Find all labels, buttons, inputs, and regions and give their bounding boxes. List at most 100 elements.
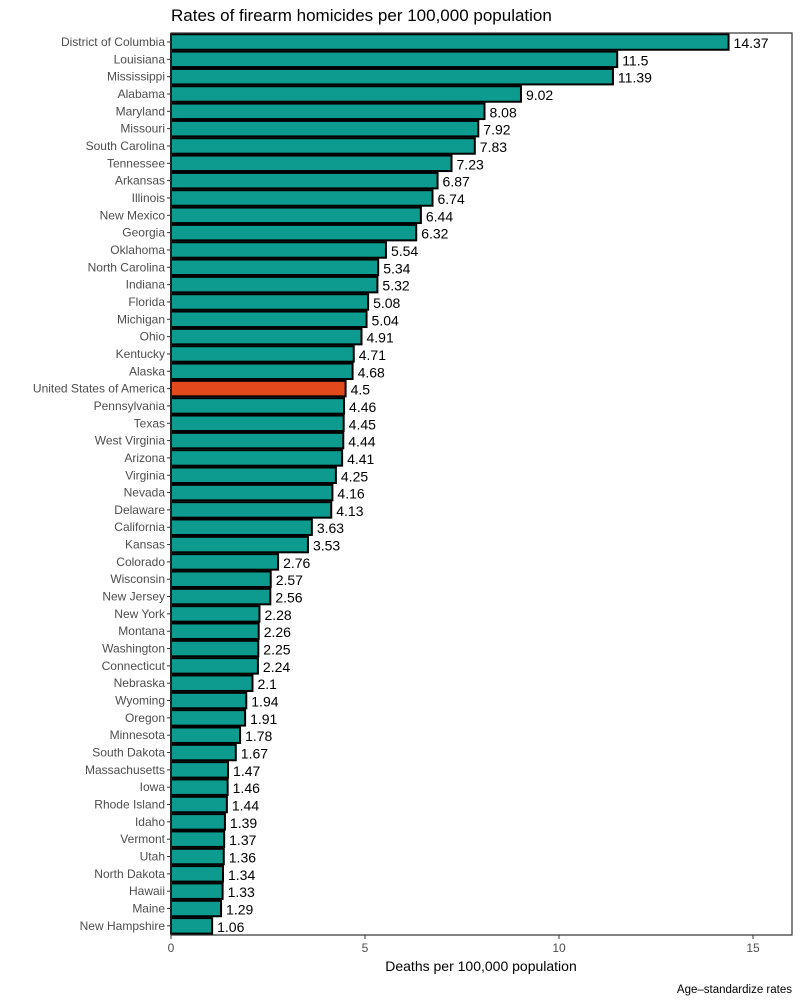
data-label: 4.41 <box>347 451 374 467</box>
data-label: 2.57 <box>276 572 303 588</box>
data-label: 9.02 <box>526 87 553 103</box>
data-label: 4.68 <box>358 364 385 380</box>
y-tick-label: Maryland <box>116 104 165 118</box>
y-tick-label: Kentucky <box>116 347 165 361</box>
data-label: 4.46 <box>349 399 376 415</box>
y-tick-label: Arizona <box>124 451 165 465</box>
bar <box>170 345 355 363</box>
bar <box>170 171 439 190</box>
bar <box>170 67 614 86</box>
data-label: 7.92 <box>483 122 510 138</box>
data-label: 1.46 <box>233 780 260 796</box>
y-tick-label: North Dakota <box>94 867 165 881</box>
bar <box>170 743 237 762</box>
y-tick-label: Nevada <box>124 486 166 500</box>
y-tick-label: New Jersey <box>102 590 165 604</box>
x-tick-label: 0 <box>168 941 175 955</box>
data-label: 4.71 <box>359 347 386 363</box>
bar <box>170 709 247 727</box>
data-label: 1.37 <box>229 832 256 848</box>
data-label: 1.91 <box>250 711 277 727</box>
data-label: 2.26 <box>264 624 291 640</box>
bar <box>170 813 226 831</box>
y-tick-label: Minnesota <box>110 728 166 742</box>
y-tick-label: California <box>114 520 165 534</box>
bar <box>170 206 422 225</box>
bar <box>170 85 522 103</box>
bar <box>170 397 346 415</box>
data-label: 14.37 <box>734 35 769 51</box>
bar <box>170 501 333 519</box>
data-label: 1.29 <box>226 902 253 918</box>
bar <box>170 761 230 779</box>
bar <box>170 119 480 138</box>
bar <box>170 553 280 571</box>
y-tick-label: Colorado <box>116 555 165 569</box>
bar <box>170 570 272 588</box>
data-label: 1.47 <box>233 763 260 779</box>
y-tick-label: Alaska <box>129 364 165 378</box>
bar <box>170 917 214 935</box>
bar <box>170 449 344 467</box>
x-axis-label: Deaths per 100,000 population <box>385 958 576 974</box>
y-tick-label: Delaware <box>114 503 165 517</box>
y-tick-label: New Mexico <box>100 208 166 222</box>
bar <box>170 882 224 900</box>
y-tick-label: Massachusetts <box>85 763 165 777</box>
data-label: 1.06 <box>217 919 244 935</box>
y-tick-label: United States of America <box>33 382 165 396</box>
y-tick-label: Tennessee <box>107 156 165 170</box>
y-tick-label: Rhode Island <box>94 798 165 812</box>
bar <box>170 137 476 155</box>
chart-title: Rates of firearm homicides per 100,000 p… <box>171 6 552 25</box>
data-label: 4.25 <box>341 468 368 484</box>
caption: Age–standardize rates <box>677 984 792 996</box>
bar <box>170 622 260 640</box>
bar <box>170 726 242 744</box>
y-tick-label: Iowa <box>140 780 166 794</box>
data-label: 3.53 <box>313 538 340 554</box>
data-label: 2.28 <box>264 607 291 623</box>
bar <box>170 535 309 554</box>
data-label: 2.1 <box>257 676 277 692</box>
data-label: 6.32 <box>421 226 448 242</box>
data-label: 2.76 <box>283 555 310 571</box>
y-tick-label: Louisiana <box>114 52 166 66</box>
data-label: 4.13 <box>336 503 363 519</box>
data-label: 3.63 <box>317 520 344 536</box>
bar <box>170 795 228 814</box>
data-label: 6.87 <box>443 174 470 190</box>
bar <box>170 258 380 277</box>
y-tick-label: Indiana <box>126 278 166 292</box>
bar <box>170 50 619 69</box>
data-label: 11.39 <box>618 70 652 86</box>
y-tick-label: West Virginia <box>95 434 166 448</box>
data-label: 1.36 <box>229 850 256 866</box>
bar <box>170 241 387 259</box>
y-tick-label: Michigan <box>117 312 165 326</box>
bar <box>170 466 337 484</box>
data-label: 11.5 <box>622 52 648 68</box>
y-tick-label: Arkansas <box>115 174 165 188</box>
y-tick-label: Vermont <box>120 832 165 846</box>
data-label: 5.34 <box>383 260 410 276</box>
data-label: 4.5 <box>351 382 371 398</box>
y-tick-label: Kansas <box>125 538 165 552</box>
bar <box>170 414 345 433</box>
bar <box>170 691 248 710</box>
y-tick-label: Connecticut <box>102 659 166 673</box>
y-tick-label: Oregon <box>125 711 165 725</box>
data-label: 4.44 <box>348 434 375 450</box>
bar <box>170 518 313 536</box>
bar <box>170 587 272 606</box>
bar <box>170 639 260 658</box>
bar <box>170 33 730 51</box>
data-label: 4.45 <box>349 416 376 432</box>
y-tick-label: Missouri <box>120 122 165 136</box>
data-label: 1.39 <box>230 815 257 831</box>
y-tick-label: South Dakota <box>92 746 165 760</box>
y-tick-label: Montana <box>118 624 165 638</box>
y-tick-label: Mississippi <box>107 70 165 84</box>
data-label: 7.83 <box>480 139 507 155</box>
